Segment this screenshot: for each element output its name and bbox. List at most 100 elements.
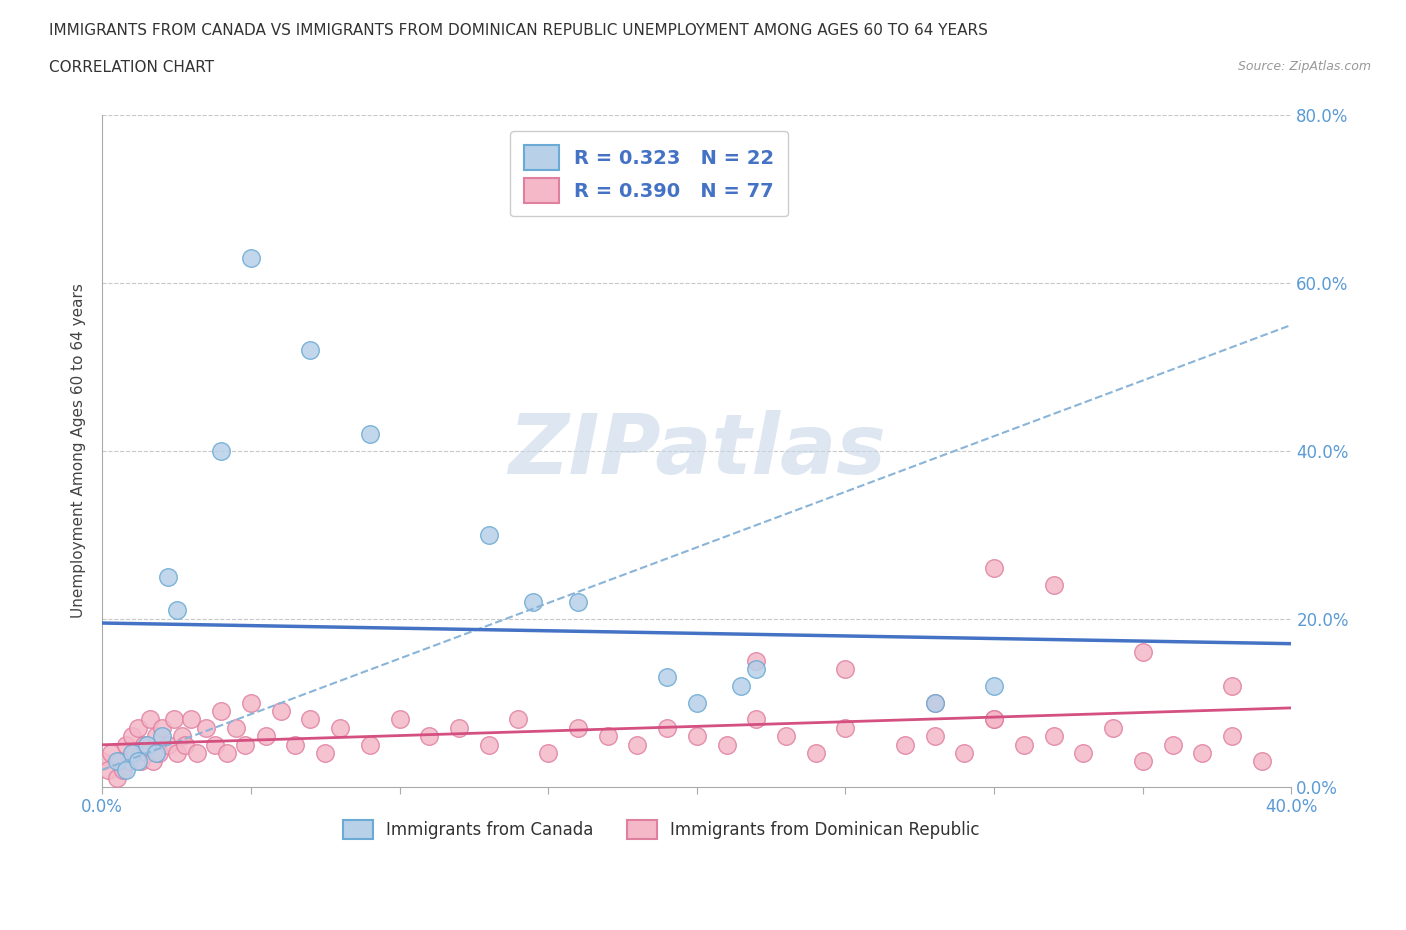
Point (924, 729, 946, 744)
Point (537, 746, 560, 761)
Point (127, 754, 149, 769)
Point (953, 746, 976, 761)
Point (166, 603, 188, 618)
Point (626, 737, 648, 752)
Point (655, 721, 678, 736)
Point (209, 444, 232, 458)
Point (1220, 729, 1243, 744)
Point (775, 729, 797, 744)
Point (596, 729, 619, 744)
Point (478, 737, 501, 752)
Point (254, 729, 277, 744)
Point (508, 712, 530, 727)
Point (655, 670, 678, 684)
Point (100, 746, 122, 761)
Point (156, 569, 179, 584)
Point (745, 661, 768, 676)
Point (1132, 754, 1154, 769)
Point (924, 696, 946, 711)
Point (217, 746, 239, 761)
Point (834, 721, 856, 736)
Point (359, 737, 381, 752)
Point (111, 763, 134, 777)
Point (172, 729, 194, 744)
Point (1042, 729, 1064, 744)
Point (1012, 737, 1035, 752)
Point (745, 653, 768, 668)
Point (284, 737, 307, 752)
Point (135, 746, 157, 761)
Point (150, 729, 173, 744)
Point (1250, 754, 1272, 769)
Point (730, 679, 752, 694)
Y-axis label: Unemployment Among Ages 60 to 64 years: Unemployment Among Ages 60 to 64 years (72, 284, 86, 618)
Point (121, 746, 143, 761)
Text: ZIPatlas: ZIPatlas (508, 410, 886, 491)
Point (447, 721, 470, 736)
Point (97, 763, 120, 777)
Point (1073, 746, 1095, 761)
Point (174, 737, 197, 752)
Point (1161, 737, 1184, 752)
Point (745, 712, 768, 727)
Point (129, 754, 152, 769)
Point (522, 594, 544, 609)
Point (983, 712, 1005, 727)
Point (478, 527, 501, 542)
Point (186, 746, 208, 761)
Point (148, 746, 170, 761)
Point (225, 721, 247, 736)
Point (105, 754, 128, 769)
Point (118, 754, 141, 769)
Point (299, 712, 322, 727)
Point (834, 661, 856, 676)
Point (894, 737, 917, 752)
Point (233, 737, 256, 752)
Point (195, 721, 218, 736)
Point (108, 754, 131, 769)
Point (329, 721, 352, 736)
Point (105, 771, 128, 786)
Point (567, 594, 589, 609)
Point (388, 712, 411, 727)
Point (983, 561, 1005, 576)
Point (1042, 578, 1064, 592)
Point (1132, 644, 1154, 659)
Point (166, 746, 188, 761)
Point (121, 729, 143, 744)
Text: Source: ZipAtlas.com: Source: ZipAtlas.com (1237, 60, 1371, 73)
Point (567, 721, 589, 736)
Point (804, 746, 827, 761)
Point (142, 754, 165, 769)
Point (124, 746, 146, 761)
Point (270, 704, 292, 719)
Point (716, 737, 738, 752)
Point (127, 721, 149, 736)
Point (115, 763, 138, 777)
Point (299, 342, 322, 357)
Point (983, 712, 1005, 727)
Point (156, 737, 179, 752)
Point (150, 721, 173, 736)
Point (1102, 721, 1125, 736)
Point (135, 737, 157, 752)
Text: IMMIGRANTS FROM CANADA VS IMMIGRANTS FROM DOMINICAN REPUBLIC UNEMPLOYMENT AMONG : IMMIGRANTS FROM CANADA VS IMMIGRANTS FRO… (49, 23, 988, 38)
Point (91, 754, 114, 769)
Point (686, 729, 709, 744)
Point (983, 679, 1005, 694)
Point (418, 729, 440, 744)
Text: CORRELATION CHART: CORRELATION CHART (49, 60, 214, 75)
Point (145, 729, 167, 744)
Point (139, 712, 162, 727)
Point (204, 737, 226, 752)
Point (1191, 746, 1213, 761)
Point (924, 696, 946, 711)
Point (314, 746, 336, 761)
Point (1220, 679, 1243, 694)
Point (686, 696, 709, 711)
Point (239, 250, 262, 265)
Point (180, 712, 202, 727)
Point (115, 737, 138, 752)
Point (359, 427, 381, 442)
Point (132, 737, 155, 752)
